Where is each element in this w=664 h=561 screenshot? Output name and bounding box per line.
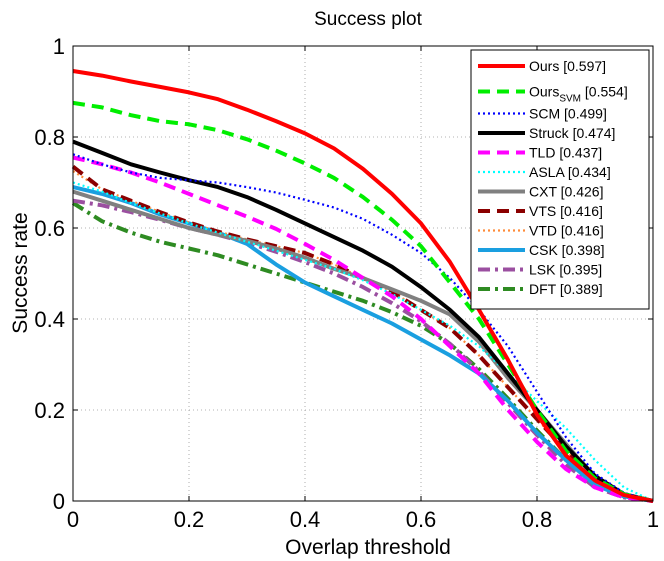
series-line-ours-svm <box>72 100 654 503</box>
x-tick-label: 0.6 <box>406 507 437 532</box>
legend-entry: VTD [0.416] <box>529 223 604 239</box>
x-tick-label: 0.2 <box>174 507 205 532</box>
series-line-scm <box>72 153 654 503</box>
legend-entry: Struck [0.474] <box>529 125 615 141</box>
legend-entry: ASLA [0.434] <box>529 164 611 180</box>
x-tick-label: 1 <box>647 507 659 532</box>
series-lines <box>71 69 654 503</box>
y-tick-label: 0.6 <box>34 216 65 241</box>
series-line-ours <box>72 69 654 503</box>
legend-entry: CXT [0.426] <box>529 184 603 200</box>
legend-entry: CSK [0.398] <box>529 242 605 258</box>
y-tick-label: 1 <box>53 34 65 59</box>
series-line-asla <box>72 181 654 502</box>
x-axis-label: Overlap threshold <box>285 536 451 559</box>
axis-ticks: 0 0.2 0.4 0.6 0.8 1 0 0.2 0.4 0.6 0.8 1 <box>34 34 659 532</box>
y-tick-label: 0.4 <box>34 307 65 332</box>
series-line-csk <box>72 185 654 503</box>
legend-entry: OursSVM [0.554] <box>529 84 628 105</box>
legend-entry: TLD [0.437] <box>529 145 602 161</box>
plot-frame <box>72 45 654 502</box>
legend-entry: SCM [0.499] <box>529 106 607 122</box>
grid <box>73 46 653 501</box>
series-line-lsk <box>72 198 654 503</box>
legend: Ours [0.597] OursSVM [0.554]SCM [0.499] St… <box>470 49 650 310</box>
y-tick-label: 0 <box>53 489 65 514</box>
x-tick-label: 0.8 <box>522 507 553 532</box>
series-line-tld <box>72 155 654 503</box>
chart-title: Success plot <box>314 9 422 30</box>
legend-entry: VTS [0.416] <box>529 203 603 219</box>
x-tick-label: 0 <box>67 507 79 532</box>
legend-entry: LSK [0.395] <box>529 262 602 278</box>
legend-entry: Ours [0.597] <box>529 58 606 74</box>
y-tick-label: 0.8 <box>34 125 65 150</box>
y-tick-label: 0.2 <box>34 398 65 423</box>
y-axis-label: Success rate <box>9 212 32 333</box>
x-tick-label: 0.4 <box>290 507 321 532</box>
legend-entry: DFT [0.389] <box>529 281 603 297</box>
